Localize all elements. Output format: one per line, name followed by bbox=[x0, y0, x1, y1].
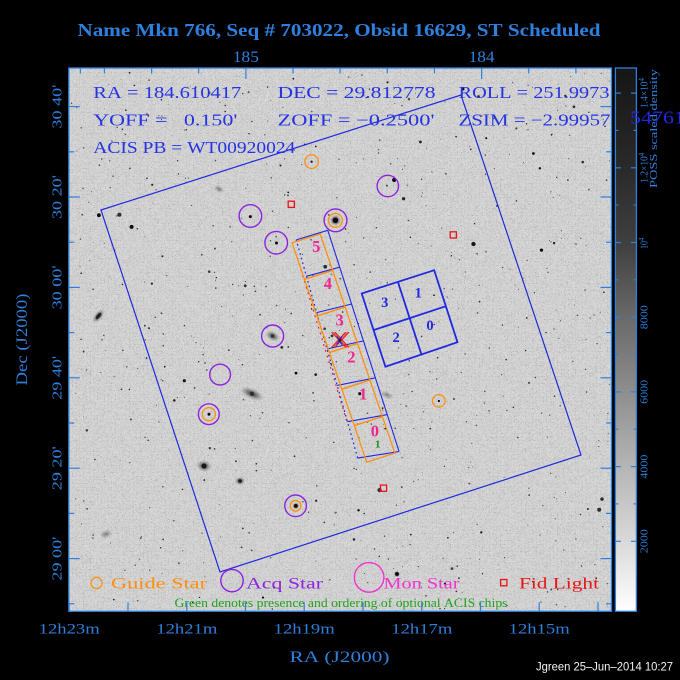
svg-text:0: 0 bbox=[426, 318, 433, 334]
svg-text:12h19m: 12h19m bbox=[274, 622, 335, 638]
svg-text:2: 2 bbox=[392, 330, 399, 346]
svg-text:Mon Star: Mon Star bbox=[384, 576, 461, 593]
svg-text:ZSIM = −2.99957: ZSIM = −2.99957 bbox=[459, 111, 611, 130]
svg-text:12h21m: 12h21m bbox=[156, 622, 217, 638]
svg-text:ZOFF = −0.2500': ZOFF = −0.2500' bbox=[278, 111, 435, 130]
svg-text:2000: 2000 bbox=[639, 529, 651, 554]
svg-text:30 00': 30 00' bbox=[50, 265, 65, 309]
svg-text:1: 1 bbox=[375, 439, 381, 451]
svg-text:2: 2 bbox=[347, 348, 355, 367]
svg-text:30 20': 30 20' bbox=[50, 175, 65, 219]
svg-text:29 20': 29 20' bbox=[50, 446, 65, 490]
svg-text:104: 104 bbox=[637, 238, 651, 249]
svg-text:0: 0 bbox=[371, 421, 379, 440]
svg-text:29 00': 29 00' bbox=[50, 537, 65, 581]
svg-text:3: 3 bbox=[335, 311, 343, 330]
svg-text:12h17m: 12h17m bbox=[391, 622, 452, 638]
svg-text:ACIS PB = WT00920024: ACIS PB = WT00920024 bbox=[93, 138, 295, 157]
svg-text:3: 3 bbox=[381, 295, 388, 311]
svg-text:184: 184 bbox=[469, 49, 495, 66]
svg-text:4: 4 bbox=[324, 274, 332, 293]
svg-text:1.2×104: 1.2×104 bbox=[637, 153, 651, 183]
svg-text:30 40': 30 40' bbox=[50, 85, 65, 129]
svg-text:Green denotes presence and ord: Green denotes presence and ordering of o… bbox=[175, 596, 508, 610]
svg-text:RA = 184.610417: RA = 184.610417 bbox=[93, 83, 241, 102]
svg-text:5: 5 bbox=[312, 237, 320, 256]
svg-text:YOFF = 0.150': YOFF = 0.150' bbox=[93, 111, 237, 130]
svg-text:29 40': 29 40' bbox=[50, 356, 65, 400]
svg-text:54761: 54761 bbox=[630, 107, 680, 127]
svg-text:ROLL = 251.9973: ROLL = 251.9973 bbox=[459, 83, 610, 102]
svg-text:4000: 4000 bbox=[639, 454, 651, 479]
svg-text:POSS scaled density: POSS scaled density bbox=[649, 68, 660, 188]
svg-text:1: 1 bbox=[415, 286, 422, 302]
svg-text:Fid Light: Fid Light bbox=[519, 576, 600, 593]
svg-text:12h15m: 12h15m bbox=[509, 622, 570, 638]
svg-text:DEC = 29.812778: DEC = 29.812778 bbox=[278, 83, 436, 102]
svg-text:Jgreen 25–Jun–2014 10:27: Jgreen 25–Jun–2014 10:27 bbox=[536, 662, 673, 674]
svg-text:8000: 8000 bbox=[639, 305, 651, 330]
svg-text:1.4×104: 1.4×104 bbox=[637, 78, 651, 108]
svg-text:1: 1 bbox=[359, 385, 367, 404]
svg-text:Dec (J2000): Dec (J2000) bbox=[14, 294, 31, 386]
svg-text:Acq Star: Acq Star bbox=[246, 576, 324, 593]
svg-text:6000: 6000 bbox=[639, 379, 651, 404]
svg-text:Guide Star: Guide Star bbox=[111, 576, 208, 593]
svg-text:RA (J2000): RA (J2000) bbox=[290, 649, 390, 666]
svg-text:Name Mkn 766, Seq # 703022, Ob: Name Mkn 766, Seq # 703022, Obsid 16629,… bbox=[78, 20, 601, 40]
svg-text:185: 185 bbox=[233, 49, 259, 66]
svg-text:12h23m: 12h23m bbox=[39, 622, 100, 638]
